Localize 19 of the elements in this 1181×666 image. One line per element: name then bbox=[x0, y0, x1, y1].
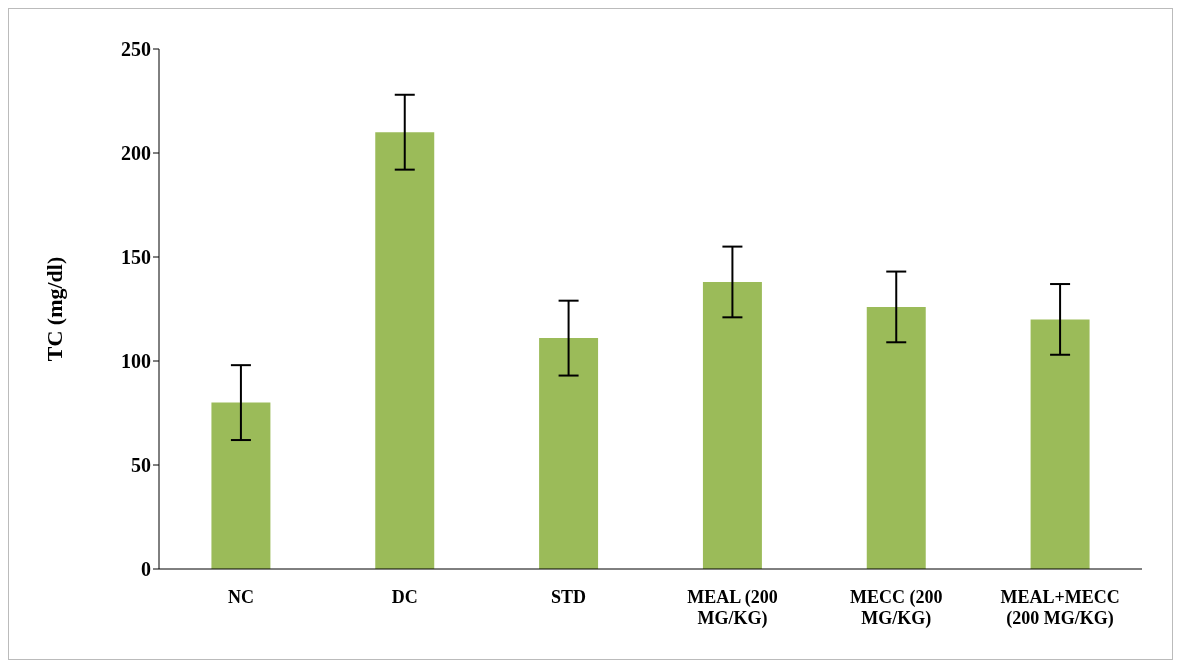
y-tick-label: 0 bbox=[141, 558, 151, 581]
y-axis-title: TC (mg/dl) bbox=[41, 256, 67, 362]
y-tick-label: 100 bbox=[121, 350, 151, 373]
y-tick-label: 50 bbox=[131, 454, 151, 477]
y-tick-label: 250 bbox=[121, 38, 151, 61]
bar bbox=[1030, 319, 1090, 569]
bar bbox=[866, 306, 926, 569]
x-tick-label: NC bbox=[227, 587, 254, 607]
bar bbox=[539, 338, 599, 569]
bar bbox=[211, 402, 271, 569]
x-tick-label: MECC (200 MG/KG) bbox=[850, 587, 943, 629]
x-tick-label: STD bbox=[551, 587, 587, 607]
bar bbox=[375, 132, 435, 569]
x-tick-label: MEAL+MECC (200 MG/KG) bbox=[1000, 587, 1120, 629]
y-tick-label: 150 bbox=[121, 246, 151, 269]
x-tick-label: DC bbox=[391, 587, 418, 607]
y-tick-label: 200 bbox=[121, 142, 151, 165]
bar bbox=[702, 281, 762, 569]
x-tick-label: MEAL (200 MG/KG) bbox=[687, 587, 778, 629]
